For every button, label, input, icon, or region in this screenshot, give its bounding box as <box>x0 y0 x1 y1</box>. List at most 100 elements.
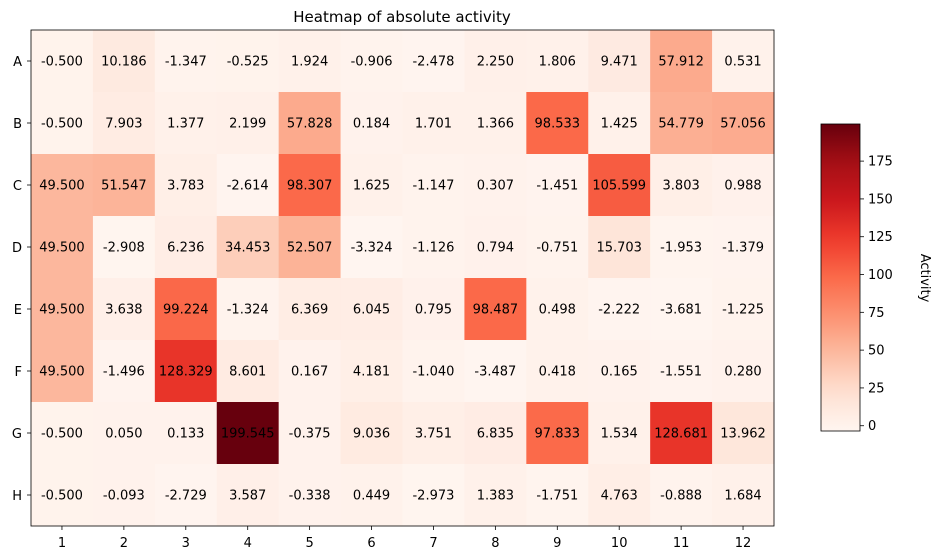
cell-value-label: -2.614 <box>227 179 269 194</box>
cell-value-label: 0.280 <box>724 365 761 380</box>
cell-value-label: -0.500 <box>41 427 83 442</box>
heatmap-cell <box>92 216 156 279</box>
x-tick-label: 11 <box>673 536 690 551</box>
cell-value-label: -1.147 <box>412 179 454 194</box>
heatmap-cell <box>154 92 218 155</box>
cell-value-label: -2.908 <box>103 241 145 256</box>
heatmap-cell <box>154 402 218 465</box>
heatmap-cell <box>712 464 775 527</box>
heatmap-cell <box>31 154 94 217</box>
heatmap-cell <box>92 340 156 403</box>
cell-value-label: 1.701 <box>415 117 452 132</box>
heatmap-cell <box>650 278 713 341</box>
cell-value-label: 4.763 <box>601 489 638 504</box>
cell-value-label: 0.449 <box>353 489 390 504</box>
cell-value-label: 3.751 <box>415 427 452 442</box>
cell-value-label: 0.418 <box>539 365 576 380</box>
cell-value-label: 1.377 <box>167 117 204 132</box>
cell-value-label: -0.500 <box>41 55 83 70</box>
heatmap-cell <box>464 30 527 93</box>
cell-value-label: 54.779 <box>658 117 704 132</box>
heatmap-cell <box>154 340 218 403</box>
colorbar <box>820 123 861 432</box>
cell-value-label: 49.500 <box>39 303 85 318</box>
heatmap-cells <box>31 30 775 527</box>
heatmap-cell <box>92 30 156 93</box>
cell-value-label: 49.500 <box>39 241 85 256</box>
colorbar-tick-label: 150 <box>868 192 893 207</box>
cell-value-label: 6.045 <box>353 303 390 318</box>
heatmap-cell <box>278 154 342 217</box>
cell-value-label: 0.165 <box>601 365 638 380</box>
cell-value-label: -0.888 <box>660 489 702 504</box>
x-tick-label: 1 <box>58 536 66 551</box>
plot-frame <box>30 29 775 527</box>
cell-value-label: 6.236 <box>167 241 204 256</box>
heatmap-cell <box>402 278 465 341</box>
x-tick-label: 10 <box>611 536 628 551</box>
heatmap-cell <box>216 92 280 155</box>
heatmap-cell <box>526 30 589 93</box>
cell-value-label: 0.307 <box>477 179 514 194</box>
x-tick-label: 3 <box>182 536 190 551</box>
heatmap-cell <box>216 402 280 465</box>
cell-value-label: 0.988 <box>724 179 761 194</box>
heatmap-cell <box>92 278 156 341</box>
cell-value-label: -0.906 <box>351 55 393 70</box>
heatmap-cell <box>526 92 589 155</box>
y-tick-label: H <box>12 489 22 504</box>
y-tick-label: A <box>13 55 22 70</box>
heatmap-cell <box>464 92 527 155</box>
cell-value-label: 99.224 <box>163 303 209 318</box>
heatmap-cell <box>340 402 403 465</box>
heatmap-cell <box>92 464 156 527</box>
x-tick-label: 5 <box>305 536 313 551</box>
heatmap-cell <box>216 30 280 93</box>
cell-value-label: 0.167 <box>291 365 328 380</box>
cell-value-label: 15.703 <box>596 241 642 256</box>
colorbar-tick-label: 125 <box>868 230 893 245</box>
cell-value-label: 0.050 <box>105 427 142 442</box>
heatmap-cell <box>31 340 94 403</box>
heatmap-cell <box>31 92 94 155</box>
cell-value-label: 4.181 <box>353 365 390 380</box>
heatmap-cell <box>216 154 280 217</box>
heatmap-cell <box>464 340 527 403</box>
heatmap-cell <box>526 154 589 217</box>
cell-value-label: -1.324 <box>227 303 269 318</box>
cell-value-label: -1.953 <box>660 241 702 256</box>
x-tick-label: 6 <box>367 536 375 551</box>
heatmap-cell <box>402 92 465 155</box>
cell-value-label: 6.835 <box>477 427 514 442</box>
heatmap-cell <box>464 154 527 217</box>
cell-value-label: -1.347 <box>165 55 207 70</box>
heatmap-cell <box>154 216 218 279</box>
cell-value-label: 3.783 <box>167 179 204 194</box>
cell-value-label: 34.453 <box>225 241 271 256</box>
heatmap-cell <box>464 278 527 341</box>
cell-value-label: 9.036 <box>353 427 390 442</box>
heatmap-cell <box>340 340 403 403</box>
heatmap-cell <box>712 278 775 341</box>
heatmap-cell <box>588 154 651 217</box>
cell-value-label: 57.912 <box>658 55 704 70</box>
heatmap-cell <box>588 216 651 279</box>
heatmap-cell <box>402 30 465 93</box>
heatmap-cell <box>650 154 713 217</box>
cell-value-label: 9.471 <box>601 55 638 70</box>
cell-value-label: 57.828 <box>287 117 333 132</box>
cell-value-label: 52.507 <box>287 241 333 256</box>
cell-value-label: 1.425 <box>601 117 638 132</box>
cell-value-label: 1.383 <box>477 489 514 504</box>
heatmap-cell <box>92 92 156 155</box>
heatmap-cell <box>464 402 527 465</box>
cell-value-label: 2.250 <box>477 55 514 70</box>
heatmap-cell <box>31 30 94 93</box>
heatmap-cell <box>712 154 775 217</box>
heatmap-cell <box>278 278 342 341</box>
cell-value-label: 6.369 <box>291 303 328 318</box>
colorbar-tick-label: 75 <box>868 306 885 321</box>
colorbar-tick-label: 50 <box>868 344 885 359</box>
heatmap-cell <box>588 92 651 155</box>
heatmap-cell <box>464 216 527 279</box>
